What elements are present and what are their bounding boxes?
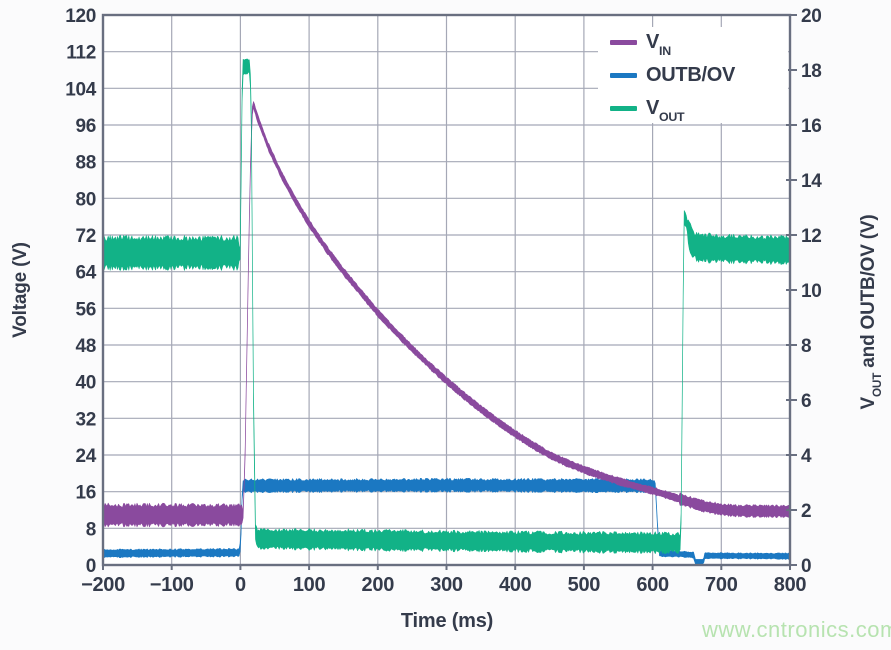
legend: VIN OUTB/OV VOUT xyxy=(598,27,788,123)
left-tick-label: 64 xyxy=(75,263,96,284)
left-tick-label: 32 xyxy=(75,409,96,430)
left-tick-label: 96 xyxy=(75,116,96,137)
legend-label-vin-sub: IN xyxy=(659,43,671,58)
x-tick-label: −100 xyxy=(150,574,194,596)
legend-label-vout-sub: OUT xyxy=(659,109,685,124)
legend-label-vout-main: V xyxy=(646,96,660,119)
legend-label-outb-ov: OUTB/OV xyxy=(646,64,735,87)
left-tick-label: 72 xyxy=(75,226,96,247)
right-tick-label: 4 xyxy=(801,446,812,467)
left-tick-label: 40 xyxy=(75,373,96,394)
left-axis-title: Voltage (V) xyxy=(10,242,31,338)
x-tick-label: 700 xyxy=(705,574,738,596)
legend-item-vin: VIN xyxy=(598,29,788,57)
right-axis-title: VOUT and OUTB/OV (V) xyxy=(858,214,884,410)
right-tick-label: 20 xyxy=(801,6,822,27)
legend-line-vout-icon xyxy=(610,105,637,111)
left-tick-label: 120 xyxy=(65,6,96,27)
x-tick-label: 500 xyxy=(568,574,601,596)
legend-item-outb-ov: OUTB/OV xyxy=(598,62,788,88)
legend-label-outb-ov-main: OUTB/OV xyxy=(646,63,736,86)
right-axis-title-sub: OUT xyxy=(870,372,884,398)
right-axis-title-main: V xyxy=(858,397,879,410)
right-tick-label: 14 xyxy=(801,171,822,192)
right-tick-label: 6 xyxy=(801,391,811,412)
watermark: www.cntronics.com xyxy=(702,617,891,642)
x-tick-label: 100 xyxy=(293,574,326,596)
left-tick-label: 0 xyxy=(86,556,96,577)
right-tick-label: 0 xyxy=(801,556,811,577)
x-tick-label: 600 xyxy=(636,574,669,596)
x-tick-label: 200 xyxy=(362,574,395,596)
x-tick-label: −200 xyxy=(81,574,125,596)
x-tick-label: 300 xyxy=(430,574,463,596)
right-tick-label: 10 xyxy=(801,281,822,302)
right-tick-label: 16 xyxy=(801,116,822,137)
left-tick-label: 104 xyxy=(65,79,97,100)
left-tick-label: 56 xyxy=(75,299,96,320)
right-tick-label: 12 xyxy=(801,226,822,247)
left-tick-label: 88 xyxy=(75,153,96,174)
legend-item-vout: VOUT xyxy=(598,95,788,123)
left-tick-label: 16 xyxy=(75,483,96,504)
legend-line-outb-ov-icon xyxy=(610,72,637,78)
right-axis-title-rest: and OUTB/OV (V) xyxy=(858,214,879,373)
x-tick-label: 800 xyxy=(774,574,807,596)
left-tick-label: 112 xyxy=(66,43,96,64)
x-axis-title: Time (ms) xyxy=(400,610,494,632)
right-tick-label: 18 xyxy=(801,61,822,82)
legend-label-vin-main: V xyxy=(646,30,660,53)
x-tick-label: 400 xyxy=(499,574,532,596)
left-tick-label: 48 xyxy=(75,336,96,357)
right-tick-label: 8 xyxy=(801,336,811,357)
legend-line-vin-icon xyxy=(610,39,637,45)
left-tick-label: 8 xyxy=(86,519,96,540)
legend-label-vout: VOUT xyxy=(646,96,685,123)
legend-label-vin: VIN xyxy=(646,30,671,57)
left-tick-label: 80 xyxy=(75,189,96,210)
left-tick-label: 24 xyxy=(75,446,96,467)
x-tick-label: 0 xyxy=(235,574,246,596)
right-tick-label: 2 xyxy=(801,501,811,522)
